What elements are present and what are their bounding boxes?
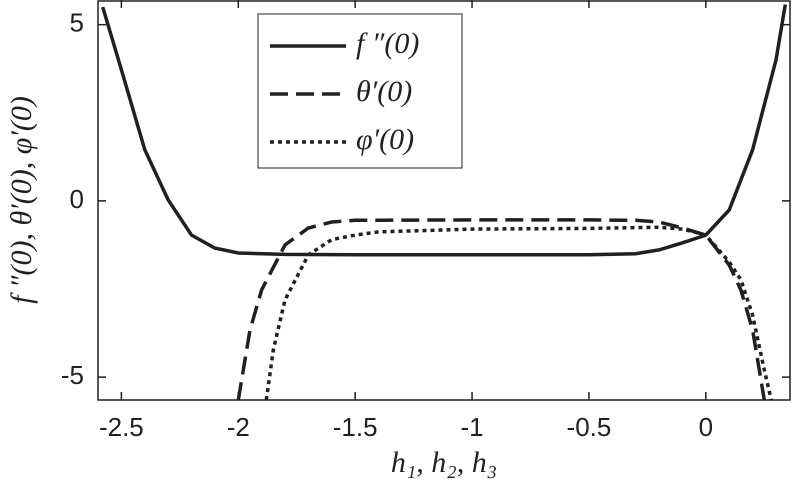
x-tick-label: 0 bbox=[699, 412, 713, 442]
legend-label: φ′(0) bbox=[356, 123, 414, 156]
legend-label: θ′(0) bbox=[356, 75, 412, 108]
x-tick-label: -0.5 bbox=[567, 412, 612, 442]
x-tick-label: -2 bbox=[227, 412, 250, 442]
line-series bbox=[236, 218, 767, 400]
legend-label: f ″(0) bbox=[356, 27, 419, 60]
x-tick-label: -1.5 bbox=[333, 412, 378, 442]
x-axis-label: h₁, h₂, h₃ bbox=[391, 446, 497, 479]
plot-area bbox=[101, 4, 788, 400]
line-series bbox=[101, 4, 788, 257]
y-tick-label: -5 bbox=[61, 360, 84, 390]
x-tick-label: -2.5 bbox=[99, 412, 144, 442]
y-axis-label: f ″(0), θ′(0), φ′(0) bbox=[5, 96, 38, 304]
line-series bbox=[264, 225, 774, 400]
y-tick-label: 5 bbox=[70, 8, 84, 38]
legend-box bbox=[257, 13, 463, 169]
y-tick-label: 0 bbox=[70, 184, 84, 214]
x-tick-label: -1 bbox=[460, 412, 483, 442]
